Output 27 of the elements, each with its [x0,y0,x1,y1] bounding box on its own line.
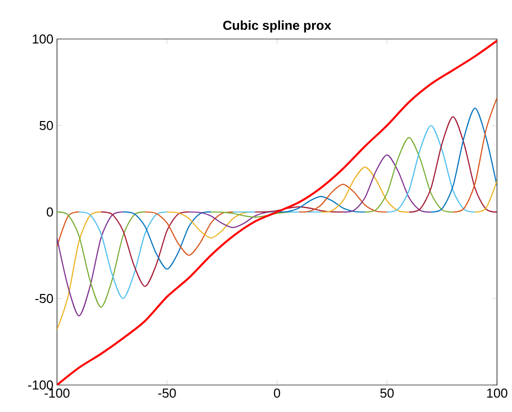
line-series [430,108,498,213]
line-series [342,154,432,213]
line-series [408,116,498,213]
line-series [144,211,234,256]
x-tick-label: 50 [380,388,394,398]
y-tick-label: 50 [40,120,53,130]
y-tick-label: 0 [46,207,53,217]
line-series [57,211,124,316]
y-tick-label: -50 [35,294,53,304]
y-tick-label: -100 [28,380,53,390]
line-series [276,196,366,213]
line-series [57,40,498,385]
line-series [57,211,146,308]
x-tick-label: 100 [487,388,508,398]
line-series [298,184,388,213]
line-series [122,211,212,270]
line-series [100,211,190,287]
line-series [57,211,102,330]
line-series [452,97,498,213]
x-tick-label: 0 [274,388,280,398]
chart-title: Cubic spline prox [223,20,332,32]
x-tick-label: -50 [158,388,176,398]
line-series [386,124,476,213]
line-series [320,166,410,213]
y-tick-label: 100 [32,34,53,44]
line-series [364,137,454,213]
line-series [78,211,168,300]
